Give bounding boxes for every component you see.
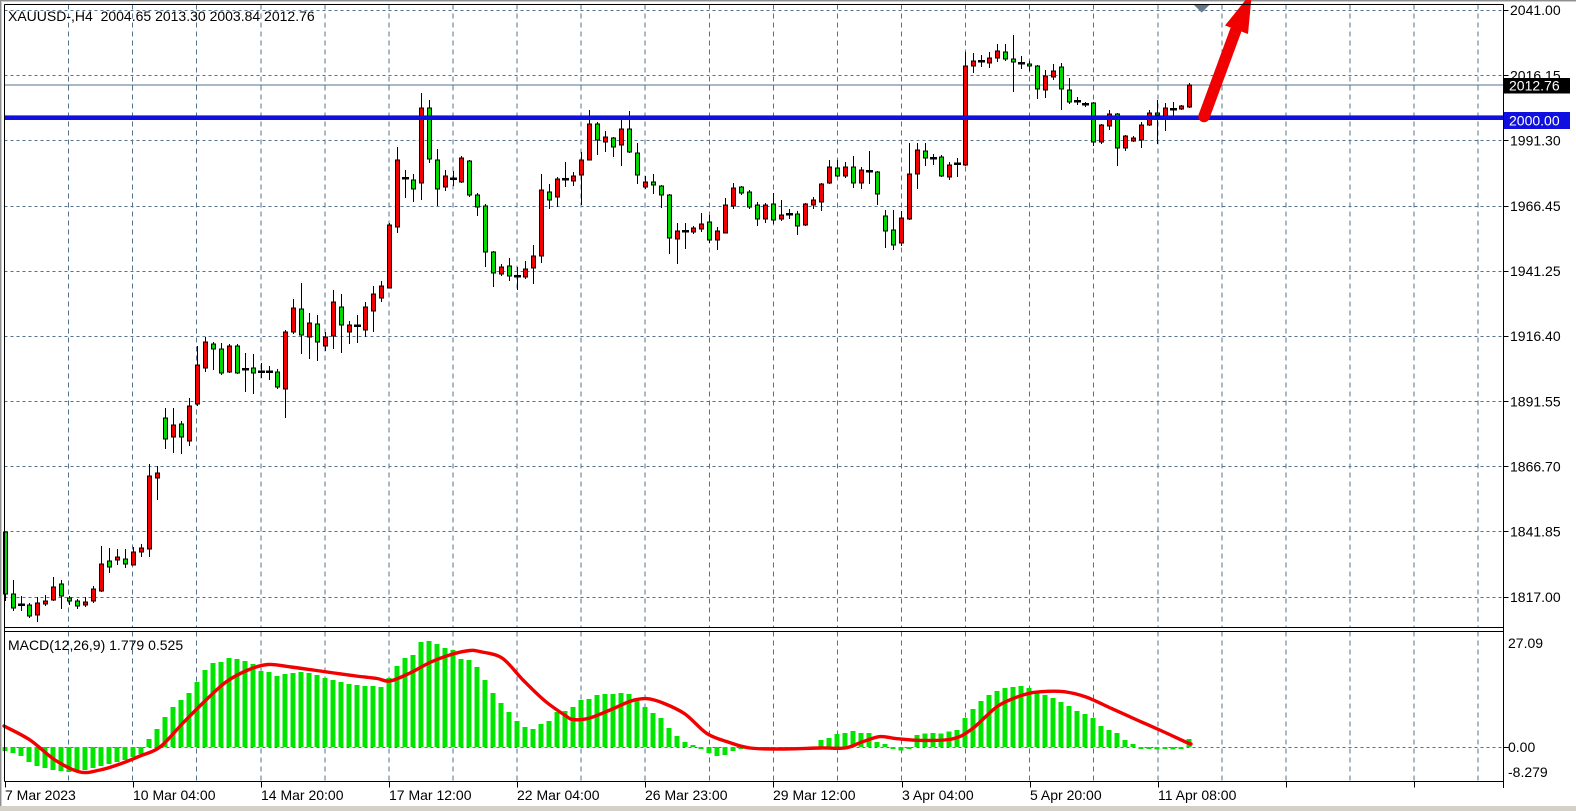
svg-text:22 Mar 04:00: 22 Mar 04:00 bbox=[517, 787, 600, 803]
svg-text:-8.279: -8.279 bbox=[1508, 764, 1548, 780]
svg-text:1817.00: 1817.00 bbox=[1510, 589, 1561, 605]
svg-text:11 Apr 08:00: 11 Apr 08:00 bbox=[1158, 787, 1237, 803]
svg-text:1966.45: 1966.45 bbox=[1510, 198, 1561, 214]
svg-text:27.09: 27.09 bbox=[1508, 635, 1543, 651]
svg-text:17 Mar 12:00: 17 Mar 12:00 bbox=[389, 787, 472, 803]
svg-text:1991.30: 1991.30 bbox=[1510, 133, 1561, 149]
svg-text:2041.00: 2041.00 bbox=[1510, 2, 1561, 18]
svg-text:XAUUSD-,H4 2004.65 2013.30 20: XAUUSD-,H4 2004.65 2013.30 2003.84 2012.… bbox=[8, 8, 315, 24]
svg-text:1866.70: 1866.70 bbox=[1510, 459, 1561, 475]
svg-text:10 Mar 04:00: 10 Mar 04:00 bbox=[133, 787, 216, 803]
svg-text:0.00: 0.00 bbox=[1508, 739, 1535, 755]
svg-text:14 Mar 20:00: 14 Mar 20:00 bbox=[261, 787, 344, 803]
svg-text:2012.76: 2012.76 bbox=[1509, 78, 1560, 94]
svg-text:1916.40: 1916.40 bbox=[1510, 328, 1561, 344]
svg-text:5 Apr 20:00: 5 Apr 20:00 bbox=[1030, 787, 1102, 803]
svg-text:1941.25: 1941.25 bbox=[1510, 263, 1561, 279]
svg-text:26 Mar 23:00: 26 Mar 23:00 bbox=[645, 787, 728, 803]
svg-text:3 Apr 04:00: 3 Apr 04:00 bbox=[902, 787, 974, 803]
svg-text:1891.55: 1891.55 bbox=[1510, 394, 1561, 410]
svg-text:MACD(12,26,9) 1.779 0.525: MACD(12,26,9) 1.779 0.525 bbox=[8, 637, 183, 653]
svg-text:29 Mar 12:00: 29 Mar 12:00 bbox=[773, 787, 856, 803]
svg-text:1841.85: 1841.85 bbox=[1510, 524, 1561, 540]
svg-text:2000.00: 2000.00 bbox=[1509, 113, 1560, 129]
svg-text:7 Mar 2023: 7 Mar 2023 bbox=[5, 787, 76, 803]
